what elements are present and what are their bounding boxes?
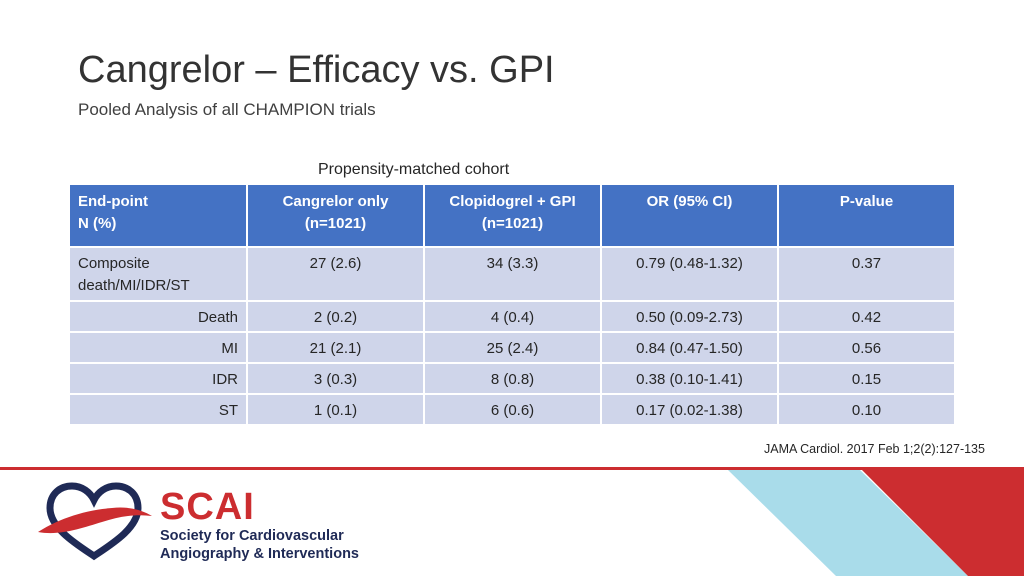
- table-header-row: End-point N (%) Cangrelor only (n=1021) …: [70, 185, 954, 247]
- p-value-cell: 0.15: [778, 362, 954, 394]
- table-row: Death 2 (0.2) 4 (0.4) 0.50 (0.09-2.73) 0…: [70, 300, 954, 332]
- or-ci-cell: 0.79 (0.48-1.32): [601, 246, 779, 301]
- or-ci-cell: 0.84 (0.47-1.50): [601, 331, 779, 363]
- citation: JAMA Cardiol. 2017 Feb 1;2(2):127-135: [764, 442, 985, 456]
- endpoint-cell: Death: [70, 300, 248, 332]
- or-ci-cell: 0.17 (0.02-1.38): [601, 393, 779, 424]
- cangrelor-cell: 2 (0.2): [247, 300, 425, 332]
- table-row: Composite death/MI/IDR/ST 27 (2.6) 34 (3…: [70, 246, 954, 301]
- header-or-ci: OR (95% CI): [601, 185, 779, 247]
- results-table: End-point N (%) Cangrelor only (n=1021) …: [70, 185, 954, 424]
- brand-name: SCAI: [160, 486, 255, 528]
- table-caption: Propensity-matched cohort: [318, 161, 510, 178]
- or-ci-cell: 0.50 (0.09-2.73): [601, 300, 779, 332]
- p-value-cell: 0.42: [778, 300, 954, 332]
- header-cangrelor-line2: (n=1021): [304, 215, 367, 232]
- endpoint-cell: MI: [70, 331, 248, 363]
- clopidogrel-gpi-cell: 6 (0.6): [424, 393, 602, 424]
- brand-line2: Angiography & Interventions: [160, 546, 359, 562]
- header-cangrelor-line1: Cangrelor only: [282, 193, 389, 210]
- p-value-cell: 0.10: [778, 393, 954, 424]
- header-clopidogrel-line2: (n=1021): [481, 215, 544, 232]
- header-p-line1: P-value: [839, 193, 894, 210]
- header-clopidogrel-gpi: Clopidogrel + GPI (n=1021): [424, 185, 602, 247]
- cangrelor-cell: 1 (0.1): [247, 393, 425, 424]
- endpoint-line1: Composite: [78, 255, 150, 272]
- clopidogrel-gpi-cell: 4 (0.4): [424, 300, 602, 332]
- brand-line1: Society for Cardiovascular: [160, 528, 344, 544]
- cangrelor-cell: 27 (2.6): [247, 246, 425, 301]
- endpoint-cell: IDR: [70, 362, 248, 394]
- clopidogrel-gpi-cell: 34 (3.3): [424, 246, 602, 301]
- endpoint-cell: Composite death/MI/IDR/ST: [70, 246, 248, 301]
- endpoint-cell: ST: [70, 393, 248, 424]
- header-endpoint: End-point N (%): [70, 185, 248, 247]
- footer-divider: [0, 467, 1024, 470]
- light-blue-stripe: [728, 470, 968, 576]
- header-endpoint-line1: End-point: [78, 193, 148, 210]
- header-p-value: P-value: [778, 185, 954, 247]
- table-row: IDR 3 (0.3) 8 (0.8) 0.38 (0.10-1.41) 0.1…: [70, 362, 954, 394]
- header-cangrelor: Cangrelor only (n=1021): [247, 185, 425, 247]
- table-row: ST 1 (0.1) 6 (0.6) 0.17 (0.02-1.38) 0.10: [70, 393, 954, 424]
- or-ci-cell: 0.38 (0.10-1.41): [601, 362, 779, 394]
- red-corner-block: [862, 470, 1024, 576]
- header-endpoint-line2: N (%): [78, 215, 117, 232]
- slide-title: Cangrelor – Efficacy vs. GPI: [78, 49, 555, 91]
- clopidogrel-gpi-cell: 25 (2.4): [424, 331, 602, 363]
- clopidogrel-gpi-cell: 8 (0.8): [424, 362, 602, 394]
- cangrelor-cell: 21 (2.1): [247, 331, 425, 363]
- scai-brand: SCAI Society for Cardiovascular Angiogra…: [160, 487, 359, 563]
- header-or-line1: OR (95% CI): [646, 193, 733, 210]
- p-value-cell: 0.37: [778, 246, 954, 301]
- table-row: MI 21 (2.1) 25 (2.4) 0.84 (0.47-1.50) 0.…: [70, 331, 954, 363]
- heart-swoosh-icon: [38, 482, 152, 561]
- header-clopidogrel-line1: Clopidogrel + GPI: [449, 193, 576, 210]
- cangrelor-cell: 3 (0.3): [247, 362, 425, 394]
- slide-subtitle: Pooled Analysis of all CHAMPION trials: [78, 100, 376, 119]
- endpoint-line2: death/MI/IDR/ST: [78, 277, 190, 294]
- p-value-cell: 0.56: [778, 331, 954, 363]
